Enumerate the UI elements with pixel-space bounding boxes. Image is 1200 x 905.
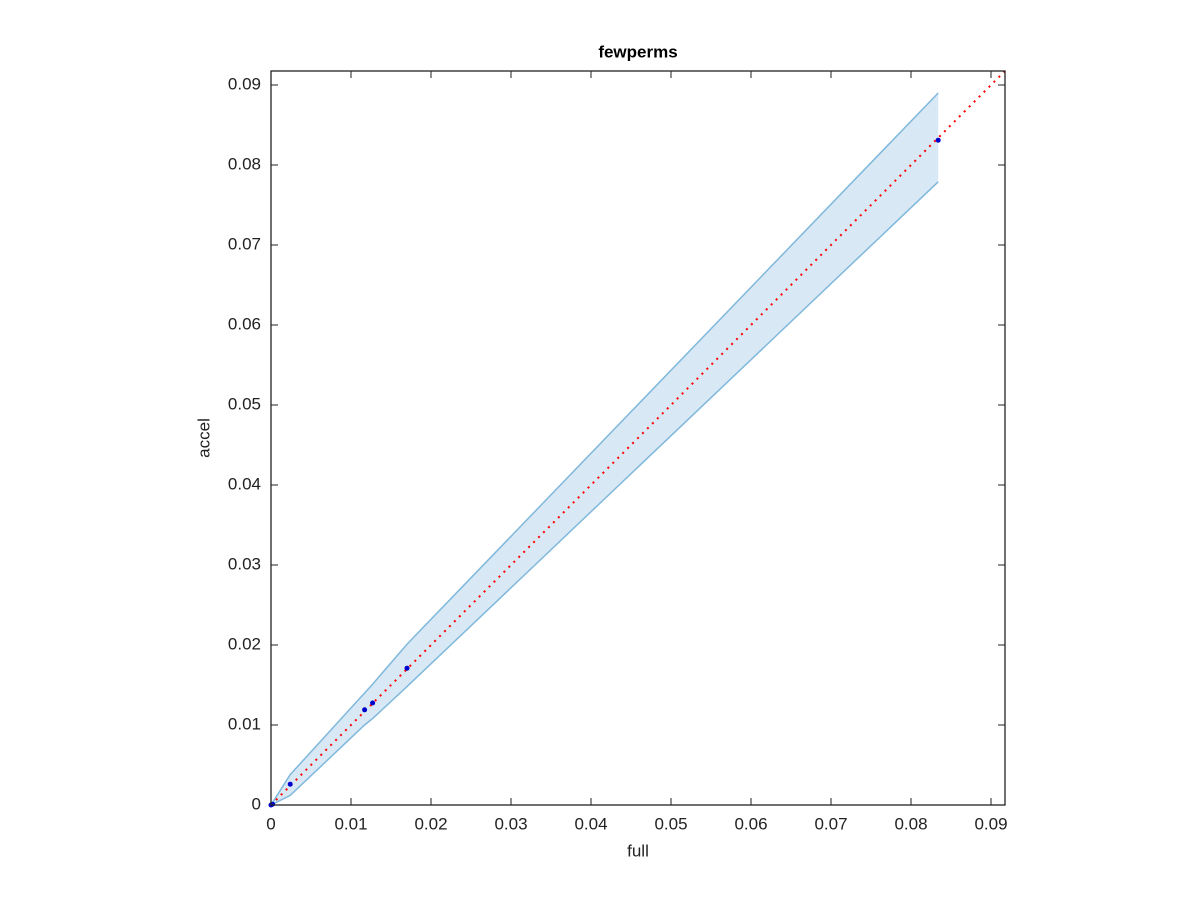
- data-point: [935, 137, 941, 143]
- x-tick-label: 0.08: [894, 814, 927, 833]
- y-tick-label: 0.05: [228, 394, 261, 413]
- x-tick-label: 0.07: [814, 814, 847, 833]
- x-tick-label: 0.05: [654, 814, 687, 833]
- x-axis-label: full: [627, 841, 649, 860]
- y-tick-label: 0.03: [228, 554, 261, 573]
- plot-frame: [270, 70, 1006, 806]
- y-tick-label: 0.08: [228, 154, 261, 173]
- x-tick-label: 0.02: [414, 814, 447, 833]
- y-tick-label: 0.06: [228, 314, 261, 333]
- y-tick-label: 0.02: [228, 634, 261, 653]
- data-point: [370, 700, 376, 706]
- x-tick-label: 0.06: [734, 814, 767, 833]
- x-tick-label: 0: [266, 814, 275, 833]
- data-point: [404, 665, 410, 671]
- y-tick-label: 0: [252, 794, 261, 813]
- band-fill: [271, 93, 939, 805]
- data-point: [362, 707, 368, 713]
- y-axis-label: accel: [194, 418, 213, 458]
- reference-line: [270, 70, 1006, 806]
- x-tick-label: 0.04: [574, 814, 607, 833]
- data-point: [287, 781, 293, 787]
- band-upper: [270, 92, 939, 806]
- x-tick-label: 0.03: [494, 814, 527, 833]
- x-tick-label: 0.01: [334, 814, 367, 833]
- band-lower: [270, 181, 939, 806]
- y-tick-label: 0.04: [228, 474, 261, 493]
- x-tick-label: 0.09: [974, 814, 1007, 833]
- y-tick-label: 0.01: [228, 714, 261, 733]
- chart-title: fewperms: [598, 42, 677, 61]
- y-tick-label: 0.09: [228, 74, 261, 93]
- y-tick-label: 0.07: [228, 234, 261, 253]
